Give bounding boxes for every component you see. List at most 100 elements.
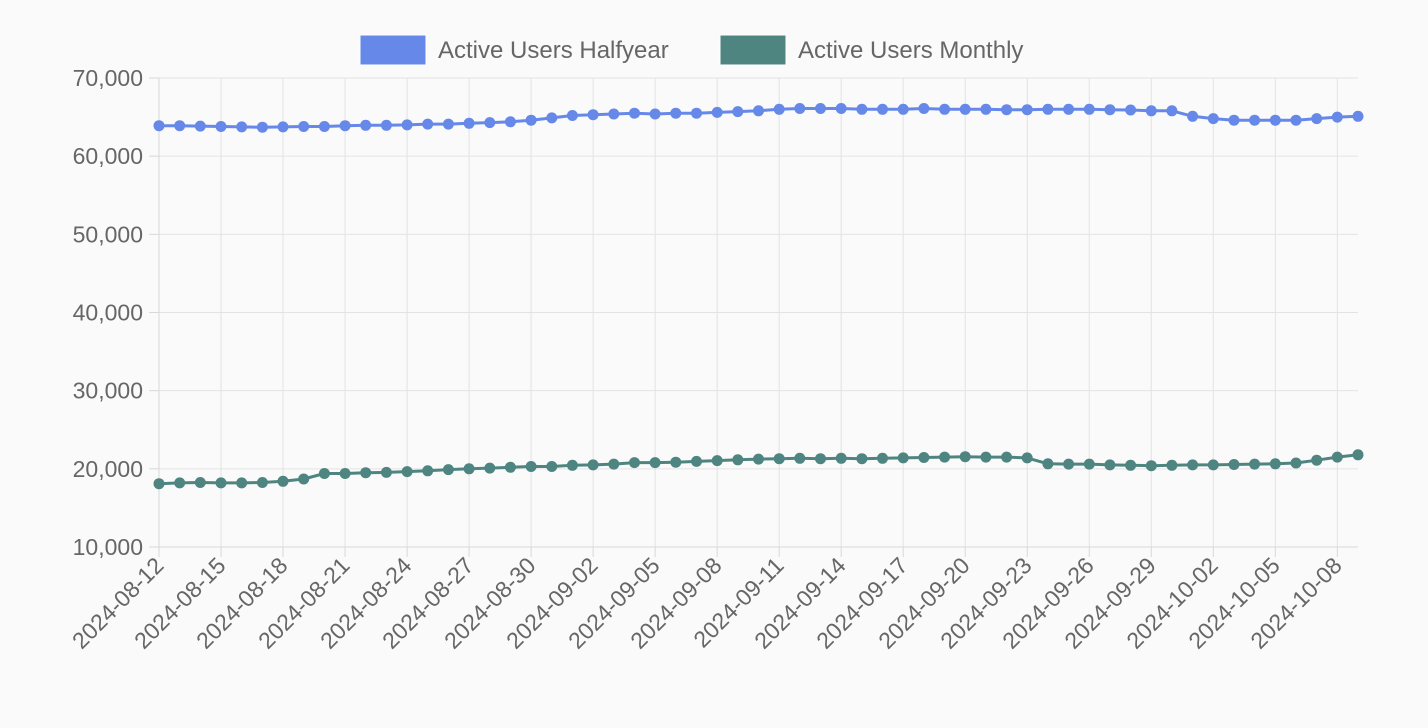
data-point-active-users-halfyear[interactable] xyxy=(732,106,744,118)
data-point-active-users-halfyear[interactable] xyxy=(877,103,888,115)
data-point-active-users-halfyear[interactable] xyxy=(918,103,930,114)
data-point-active-users-monthly[interactable] xyxy=(1021,452,1033,464)
data-point-active-users-monthly[interactable] xyxy=(1104,459,1116,471)
data-point-active-users-monthly[interactable] xyxy=(153,478,165,490)
data-point-active-users-monthly[interactable] xyxy=(897,452,909,464)
data-point-active-users-monthly[interactable] xyxy=(856,453,868,465)
data-point-active-users-monthly[interactable] xyxy=(629,457,640,469)
data-point-active-users-monthly[interactable] xyxy=(215,477,227,489)
data-point-active-users-halfyear[interactable] xyxy=(1311,113,1323,125)
data-point-active-users-halfyear[interactable] xyxy=(835,103,847,114)
data-point-active-users-halfyear[interactable] xyxy=(174,120,186,132)
data-point-active-users-monthly[interactable] xyxy=(360,467,372,479)
data-point-active-users-monthly[interactable] xyxy=(691,455,702,467)
data-point-active-users-halfyear[interactable] xyxy=(277,121,289,133)
data-point-active-users-halfyear[interactable] xyxy=(256,121,268,133)
data-point-active-users-halfyear[interactable] xyxy=(566,110,578,121)
data-point-active-users-monthly[interactable] xyxy=(1311,454,1323,466)
data-point-active-users-monthly[interactable] xyxy=(1207,459,1219,471)
data-point-active-users-halfyear[interactable] xyxy=(1228,114,1240,126)
data-point-active-users-monthly[interactable] xyxy=(1290,457,1302,469)
data-point-active-users-monthly[interactable] xyxy=(939,451,951,463)
data-point-active-users-halfyear[interactable] xyxy=(525,114,537,126)
data-point-active-users-monthly[interactable] xyxy=(959,451,971,463)
data-point-active-users-halfyear[interactable] xyxy=(401,119,413,131)
data-point-active-users-monthly[interactable] xyxy=(256,477,268,488)
data-point-active-users-halfyear[interactable] xyxy=(1166,105,1178,117)
data-point-active-users-halfyear[interactable] xyxy=(1269,114,1281,126)
data-point-active-users-monthly[interactable] xyxy=(1269,458,1281,470)
data-point-active-users-halfyear[interactable] xyxy=(856,103,868,115)
data-point-active-users-monthly[interactable] xyxy=(484,462,496,474)
data-point-active-users-monthly[interactable] xyxy=(525,461,537,472)
data-point-active-users-monthly[interactable] xyxy=(1187,459,1199,471)
data-point-active-users-halfyear[interactable] xyxy=(298,121,310,132)
data-point-active-users-halfyear[interactable] xyxy=(463,117,475,129)
data-point-active-users-monthly[interactable] xyxy=(835,452,847,464)
data-point-active-users-halfyear[interactable] xyxy=(897,103,909,115)
data-point-active-users-halfyear[interactable] xyxy=(670,107,682,119)
data-point-active-users-monthly[interactable] xyxy=(546,461,558,472)
data-point-active-users-halfyear[interactable] xyxy=(815,103,826,114)
data-point-active-users-monthly[interactable] xyxy=(504,461,516,473)
data-point-active-users-monthly[interactable] xyxy=(318,468,330,479)
data-point-active-users-monthly[interactable] xyxy=(1249,458,1261,470)
data-point-active-users-halfyear[interactable] xyxy=(546,112,558,124)
data-point-active-users-monthly[interactable] xyxy=(670,456,682,468)
data-point-active-users-halfyear[interactable] xyxy=(1207,113,1219,125)
data-point-active-users-monthly[interactable] xyxy=(649,457,661,469)
data-point-active-users-halfyear[interactable] xyxy=(773,103,785,115)
data-point-active-users-monthly[interactable] xyxy=(236,477,248,489)
data-point-active-users-monthly[interactable] xyxy=(463,463,475,475)
data-point-active-users-halfyear[interactable] xyxy=(318,121,330,132)
data-point-active-users-monthly[interactable] xyxy=(980,451,992,463)
data-point-active-users-halfyear[interactable] xyxy=(753,105,764,117)
data-point-active-users-halfyear[interactable] xyxy=(1331,111,1343,123)
data-point-active-users-halfyear[interactable] xyxy=(484,117,496,129)
data-point-active-users-halfyear[interactable] xyxy=(629,107,640,119)
data-point-active-users-monthly[interactable] xyxy=(1352,449,1364,461)
data-point-active-users-halfyear[interactable] xyxy=(711,106,723,118)
data-point-active-users-halfyear[interactable] xyxy=(1021,104,1033,116)
data-point-active-users-halfyear[interactable] xyxy=(587,109,599,121)
data-point-active-users-monthly[interactable] xyxy=(401,466,413,478)
data-point-active-users-monthly[interactable] xyxy=(815,453,826,465)
data-point-active-users-monthly[interactable] xyxy=(194,477,206,488)
data-point-active-users-halfyear[interactable] xyxy=(504,116,516,128)
data-point-active-users-monthly[interactable] xyxy=(1228,459,1240,470)
data-point-active-users-monthly[interactable] xyxy=(174,477,186,489)
data-point-active-users-monthly[interactable] xyxy=(877,452,888,464)
data-point-active-users-halfyear[interactable] xyxy=(153,120,165,132)
data-point-active-users-halfyear[interactable] xyxy=(939,103,951,115)
data-point-active-users-monthly[interactable] xyxy=(380,466,392,478)
data-point-active-users-halfyear[interactable] xyxy=(380,119,392,131)
legend-item-halfyear[interactable]: Active Users Halfyear xyxy=(359,34,669,66)
data-point-active-users-monthly[interactable] xyxy=(442,464,454,476)
data-point-active-users-monthly[interactable] xyxy=(587,459,599,471)
data-point-active-users-monthly[interactable] xyxy=(277,475,289,487)
data-point-active-users-monthly[interactable] xyxy=(608,458,620,470)
data-point-active-users-halfyear[interactable] xyxy=(608,108,620,120)
data-point-active-users-monthly[interactable] xyxy=(422,465,434,477)
data-point-active-users-monthly[interactable] xyxy=(711,455,723,467)
data-point-active-users-monthly[interactable] xyxy=(773,453,785,465)
data-point-active-users-monthly[interactable] xyxy=(1125,459,1137,471)
data-point-active-users-monthly[interactable] xyxy=(732,454,744,466)
data-point-active-users-halfyear[interactable] xyxy=(980,103,992,115)
data-point-active-users-monthly[interactable] xyxy=(1063,458,1075,470)
data-point-active-users-halfyear[interactable] xyxy=(1187,110,1199,122)
data-point-active-users-monthly[interactable] xyxy=(1083,458,1095,470)
data-point-active-users-monthly[interactable] xyxy=(1145,460,1157,472)
data-point-active-users-monthly[interactable] xyxy=(566,459,578,471)
data-point-active-users-monthly[interactable] xyxy=(753,453,764,465)
data-point-active-users-halfyear[interactable] xyxy=(1083,103,1095,115)
data-point-active-users-halfyear[interactable] xyxy=(649,108,661,120)
data-point-active-users-monthly[interactable] xyxy=(298,473,310,485)
data-point-active-users-halfyear[interactable] xyxy=(339,120,351,132)
data-point-active-users-halfyear[interactable] xyxy=(959,103,971,115)
data-point-active-users-halfyear[interactable] xyxy=(422,118,434,130)
data-point-active-users-halfyear[interactable] xyxy=(1145,105,1157,117)
data-point-active-users-halfyear[interactable] xyxy=(1249,114,1261,126)
data-point-active-users-halfyear[interactable] xyxy=(1063,103,1075,115)
data-point-active-users-halfyear[interactable] xyxy=(215,121,227,132)
